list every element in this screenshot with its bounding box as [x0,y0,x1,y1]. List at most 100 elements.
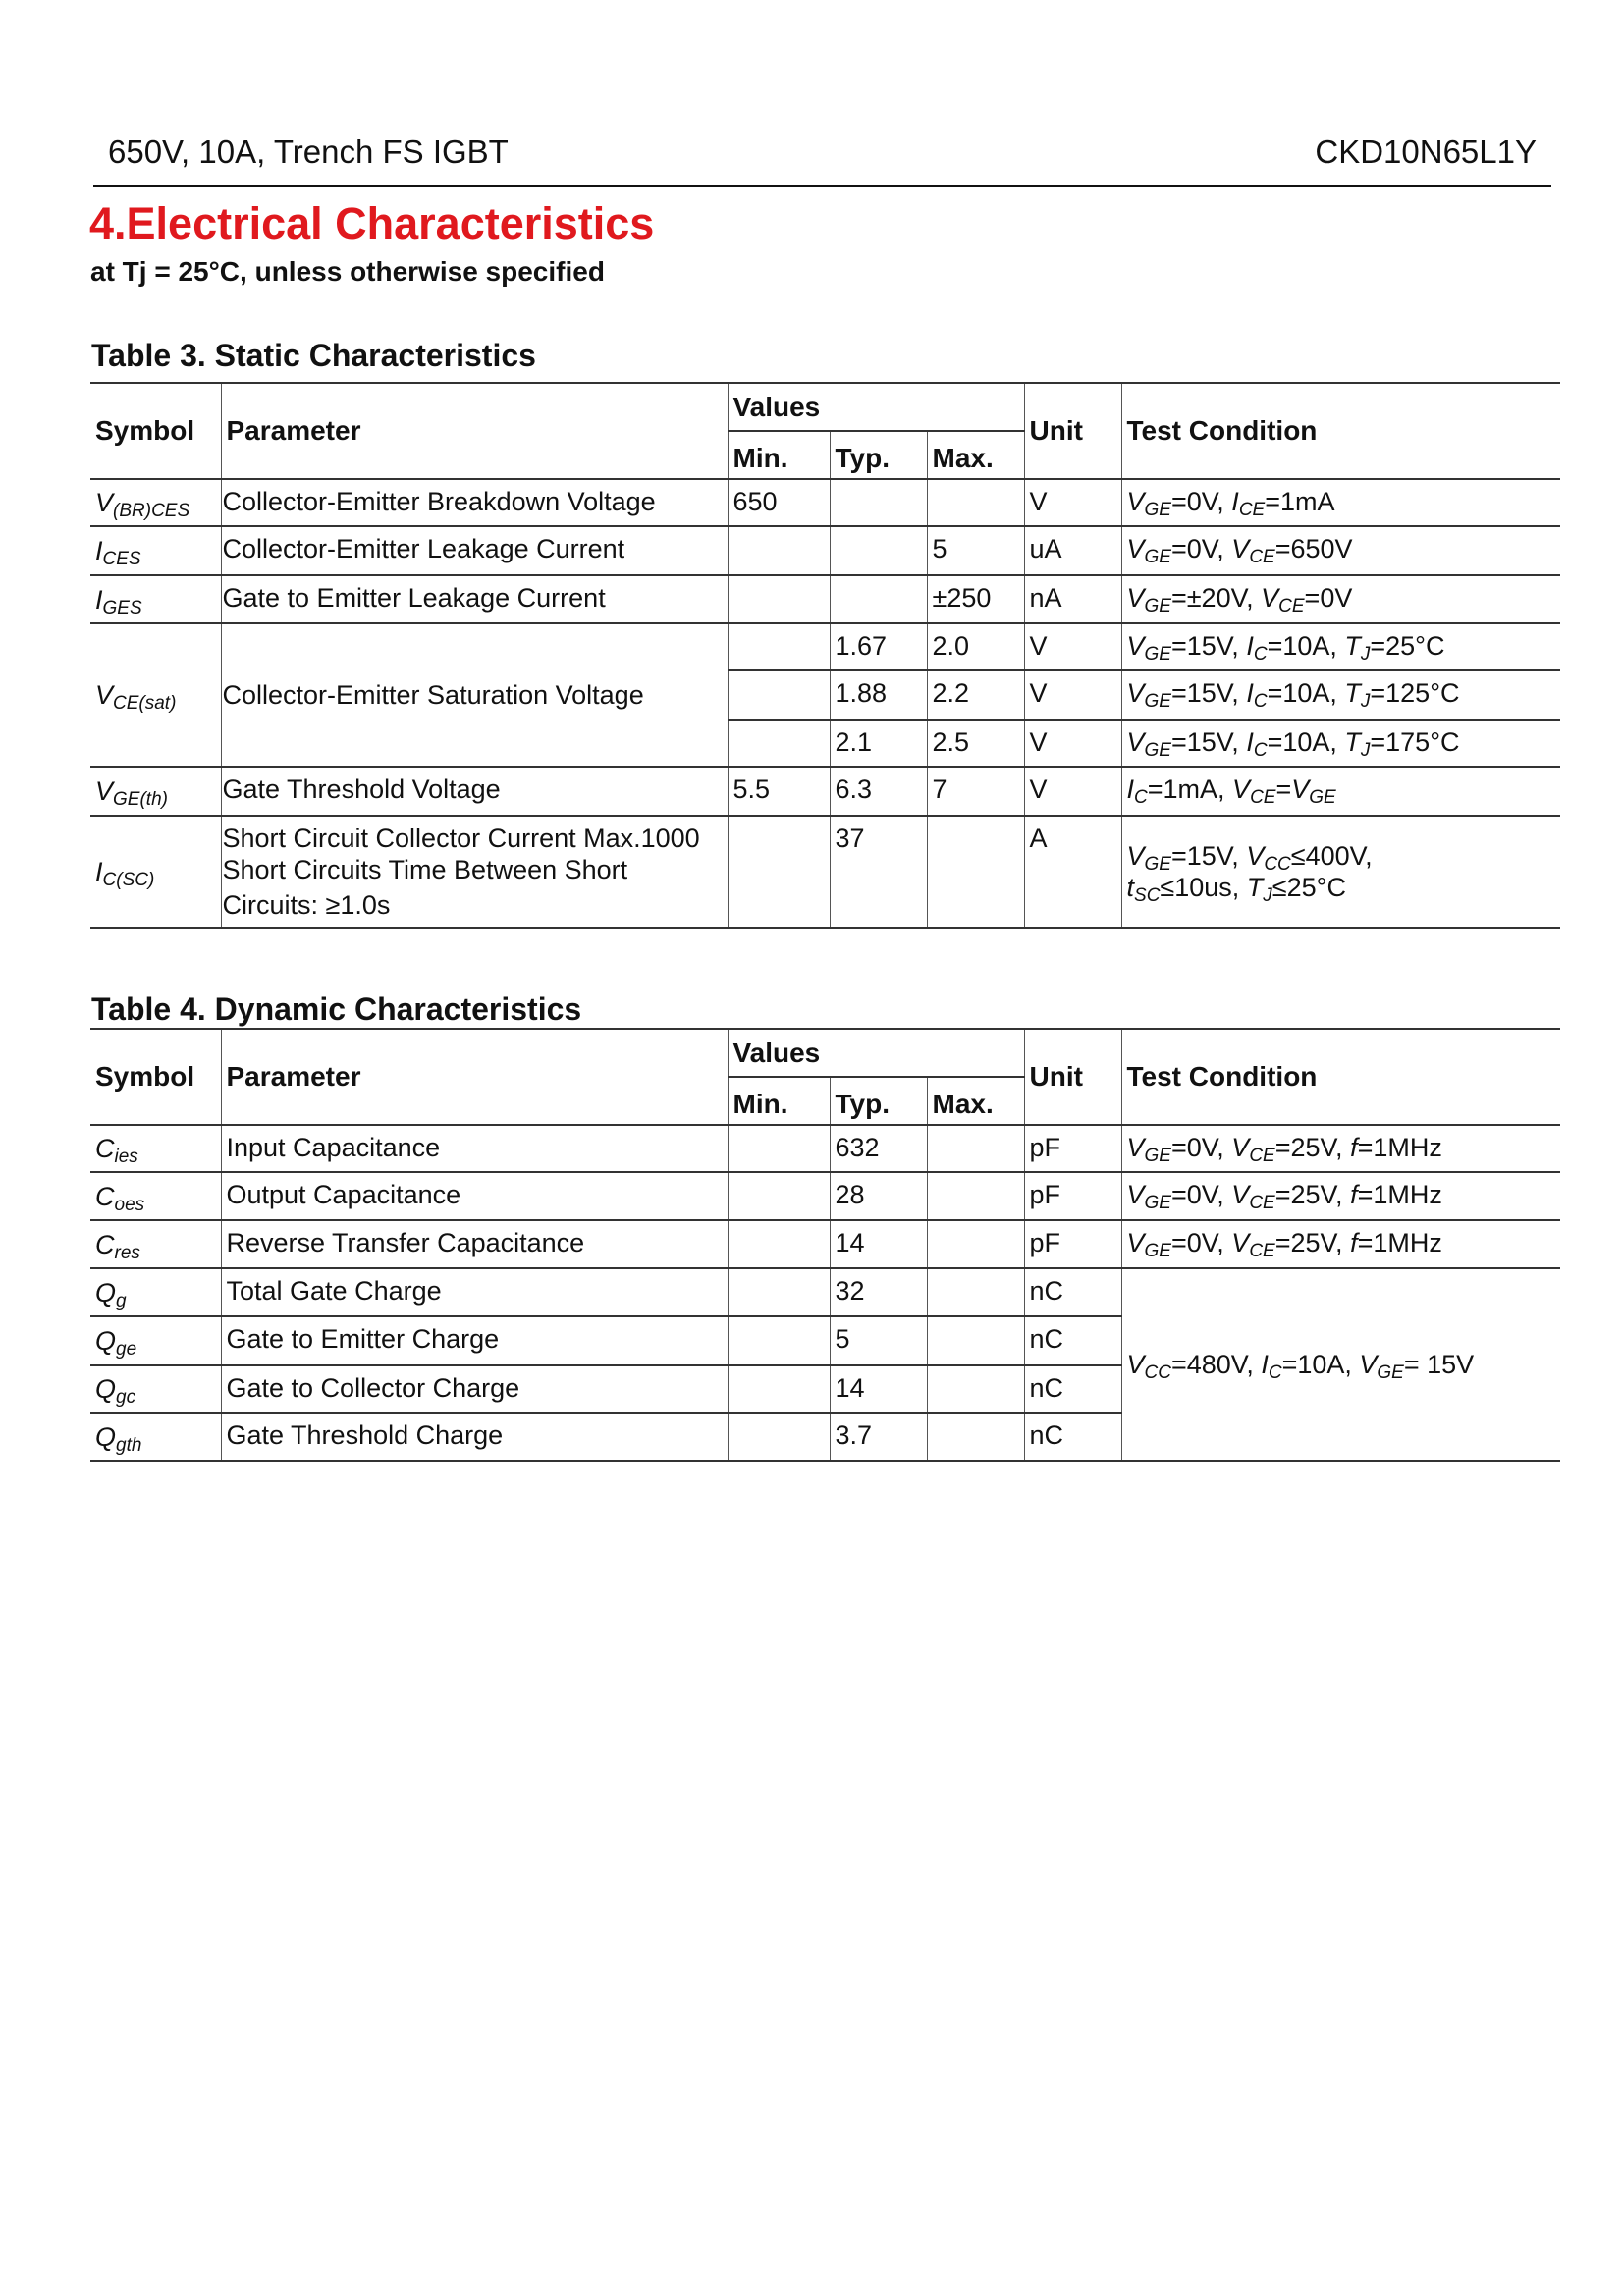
min-value [727,1219,830,1269]
col-values: Values [727,382,1024,432]
max-value: 2.5 [926,719,1024,768]
test-condition: VGE=15V, IC=10A, TJ=25°C [1120,622,1560,671]
max-value: 2.2 [926,669,1024,721]
typ-value [829,478,927,527]
text-segment: T [1344,727,1361,757]
subscript: GE [1144,1193,1171,1213]
max-value [926,1219,1024,1269]
col-test-condition: Test Condition [1120,1028,1560,1126]
text-segment: I [1246,678,1254,708]
table-row: Qg Total Gate Charge 32 nC VCC=480V, IC=10A,… [90,1267,1560,1462]
text-segment: V [1126,1228,1145,1257]
subscript: C [1253,691,1268,712]
unit-value: nC [1023,1412,1121,1462]
text-segment: =1MHz [1357,1228,1442,1257]
parameter-line: Input Capacitance [226,1133,441,1162]
subscript: GE [1144,500,1171,520]
unit-value: pF [1023,1171,1121,1221]
subscript: GE [1144,740,1171,761]
parameter-line: Circuits: ≥1.0s [222,890,391,920]
subscript: CE [1250,787,1276,808]
parameter-line: Short Circuits Time Between Short [222,855,628,884]
typ-value: 5 [829,1315,927,1366]
test-condition-line: VGE=0V, VCE=650V [1126,533,1561,567]
text-segment: =0V, [1170,1133,1232,1162]
max-value: 7 [926,766,1024,817]
unit-value: V [1023,766,1121,817]
text-segment: V [1126,534,1145,563]
text-segment: f [1350,1133,1358,1162]
col-unit: Unit [1023,1028,1121,1126]
subscript: CE [1249,547,1275,567]
subscript: g [116,1290,127,1311]
subscript: gc [116,1387,136,1408]
unit-value: pF [1023,1219,1121,1269]
min-value [727,1124,830,1173]
min-value: 5.5 [727,766,830,817]
text-segment: V [1126,487,1145,516]
text-segment: I [1126,774,1135,804]
subscript: GE [1309,787,1336,808]
parameter-line: Total Gate Charge [226,1276,442,1306]
text-segment: V [1126,678,1145,708]
min-value [727,669,830,721]
subscript: CE [1278,596,1305,616]
parameter-cell: Input Capacitance [220,1124,728,1173]
unit-value: V [1023,719,1121,768]
table4-title: Table 4. Dynamic Characteristics [91,991,582,1027]
unit-value: pF [1023,1124,1121,1173]
table-row: Cies Input Capacitance 632 pF VGE=0V, VCE=25… [90,1124,1560,1173]
text-segment: =15V, [1170,678,1247,708]
parameter-cell: Reverse Transfer Capacitance [220,1219,728,1269]
max-value [926,815,1024,929]
unit-value: A [1023,815,1121,929]
text-segment: =15V, [1170,631,1247,661]
parameter-line: Output Capacitance [226,1180,461,1209]
text-segment: =1mA, [1147,774,1233,804]
parameter-line: Gate Threshold Charge [226,1420,504,1450]
text-segment: V [1231,1133,1250,1162]
text-segment: V [1126,1350,1145,1379]
subscript: gth [116,1434,142,1456]
typ-value: 3.7 [829,1412,927,1462]
table-row: IC(SC) Short Circuit Collector Current Ma… [90,815,1560,929]
text-segment: V [1246,841,1265,871]
subscript: ge [116,1339,137,1360]
parameter-line: Reverse Transfer Capacitance [226,1228,585,1257]
min-value [727,622,830,671]
test-condition: IC=1mA, VCE=VGE [1120,766,1561,817]
text-segment: = [1275,774,1292,804]
table-row: IGES Gate to Emitter Leakage Current ±250 n… [90,574,1560,624]
test-condition-line: IC=1mA, VCE=VGE [1126,774,1561,808]
min-value [727,815,830,929]
subscript: CE [1238,500,1266,520]
text-segment: V [1359,1350,1378,1379]
col-max: Max. [926,1076,1024,1126]
text-segment: T [1344,631,1361,661]
subscript: C [1268,1362,1282,1383]
text-segment: V [1126,727,1145,757]
subscript: C [1253,644,1268,665]
parameter-line: Gate to Emitter Charge [226,1324,500,1354]
max-value [926,1171,1024,1221]
test-condition: VGE=0V, VCE=25V, f=1MHz [1120,1219,1560,1269]
test-condition: VGE=0V, VCE=25V, f=1MHz [1120,1124,1560,1173]
test-condition-line: VGE=0V, ICE=1mA [1126,486,1561,520]
subscript: GE [1144,854,1171,875]
section-title: 4.Electrical Characteristics [89,198,655,248]
subscript: ies [114,1147,138,1167]
text-segment: =15V, [1170,841,1247,871]
dynamic-characteristics-table: Symbol Parameter Values Unit Test Condit… [90,1028,1560,1462]
parameter-cell: Gate to Collector Charge [220,1364,728,1414]
parameter-cell: Collector-Emitter Breakdown Voltage [220,478,728,527]
header-part-number: CKD10N65L1Y [1315,133,1537,170]
col-typ: Typ. [829,430,927,480]
text-segment: C [95,1181,115,1211]
parameter-line: Gate Threshold Voltage [222,774,501,804]
typ-value [829,574,927,624]
unit-value: uA [1023,525,1121,576]
typ-value [829,525,927,576]
text-segment: C [95,1229,115,1259]
text-segment: =175°C [1370,727,1460,757]
text-segment: V [1126,841,1145,871]
